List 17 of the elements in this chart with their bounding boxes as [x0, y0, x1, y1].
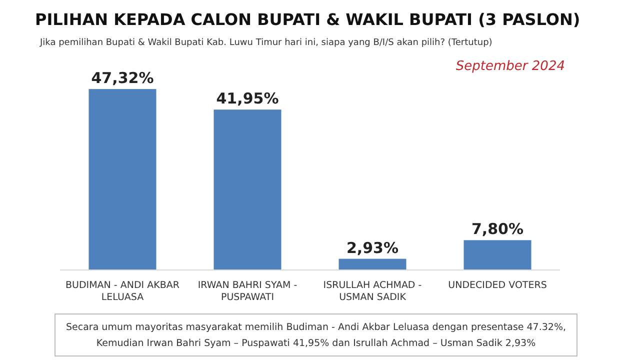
bar: [214, 110, 282, 270]
bar: [464, 240, 532, 270]
chart-title: PILIHAN KEPADA CALON BUPATI & WAKIL BUPATI (3 PASLON): [35, 10, 580, 29]
data-label: 41,95%: [216, 90, 279, 108]
text: September 2024: [456, 59, 565, 74]
x-tick-label: BUDIMAN - ANDI AKBAR LELUASA: [66, 280, 180, 303]
bar: [338, 258, 406, 270]
text: Secara umum mayoritas masyarakat memilih Budiman - Andi Akbar Leluasa dengan presentase 47.32%,: [66, 322, 566, 333]
data-label: 7,80%: [471, 220, 524, 238]
data-label: 47,32%: [91, 69, 154, 88]
x-tick-label: ISRULLAH ACHMAD - USMAN SADIK: [323, 280, 422, 303]
text: Kemudian Irwan Bahri Syam – Puspawati 41,95% dan Isrullah Achmad – Usman Sadik 2,93%: [96, 338, 536, 349]
x-tick-label: UNDECIDED VOTERS: [448, 280, 547, 291]
bar: [88, 89, 156, 270]
chart-subtitle: Jika pemilihan Bupati & Wakil Bupati Kab. Luwu Timur hari ini, siapa yang B/I/S akan pilih? (Tertutup): [39, 38, 492, 48]
data-label: 2,93%: [346, 238, 399, 257]
x-tick-label: IRWAN BAHRI SYAM - PUSPAWATI: [198, 280, 298, 303]
